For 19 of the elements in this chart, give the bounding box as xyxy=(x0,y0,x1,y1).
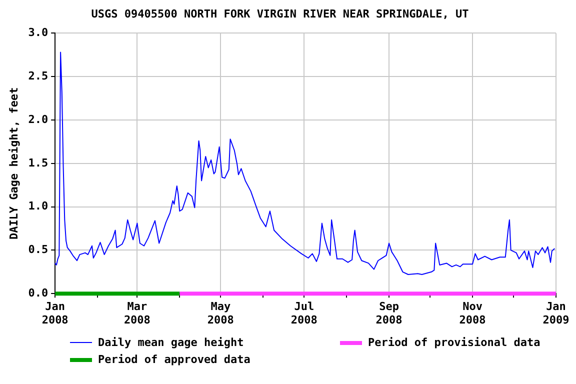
x-tick-label: Jan 2008 xyxy=(42,300,68,326)
x-tick-label: May 2008 xyxy=(207,300,234,326)
legend-label: Period of provisional data xyxy=(368,336,540,349)
y-tick-label: 2.0 xyxy=(28,112,48,126)
y-tick-label: 2.5 xyxy=(28,69,48,82)
legend-label: Daily mean gage height xyxy=(98,336,244,349)
chart-title: USGS 09405500 NORTH FORK VIRGIN RIVER NEAR SPRINGDALE, UT xyxy=(91,7,470,20)
y-tick-label: 1.5 xyxy=(28,156,48,170)
legend-label: Period of approved data xyxy=(98,353,250,366)
x-tick-label: Mar 2008 xyxy=(124,300,150,326)
y-axis-title: DAILY Gage height, feet xyxy=(7,87,20,240)
x-tick-label: Jul 2008 xyxy=(290,300,318,326)
y-tick-label: 0.0 xyxy=(28,286,48,300)
y-tick-label: 0.5 xyxy=(28,243,48,256)
y-tick-label: 3.0 xyxy=(28,26,48,40)
x-tick-label: Nov 2008 xyxy=(459,300,486,326)
x-tick-label: Jan 2009 xyxy=(542,300,570,326)
y-tick-label: 1.0 xyxy=(28,200,48,213)
x-tick-label: Sep 2008 xyxy=(376,300,402,326)
